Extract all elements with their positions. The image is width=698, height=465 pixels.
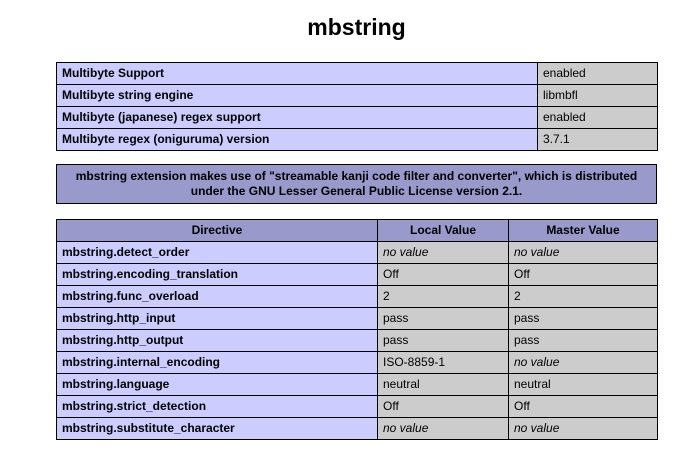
- label-cell: Multibyte string engine: [56, 84, 538, 107]
- value-cell: enabled: [537, 62, 658, 85]
- local-value-cell: no value: [377, 417, 509, 440]
- phpinfo-mbstring-section: mbstring Multibyte Support enabled Multi…: [56, 13, 658, 440]
- local-value-cell: 2: [377, 285, 509, 308]
- directive-name-cell: mbstring.language: [56, 373, 378, 396]
- directive-name-cell: mbstring.strict_detection: [56, 395, 378, 418]
- table-row: mbstring.func_overload 2 2: [56, 285, 658, 308]
- table-row: mbstring.http_output pass pass: [56, 329, 658, 352]
- local-value-cell: ISO-8859-1: [377, 351, 509, 374]
- local-value-cell: Off: [377, 395, 509, 418]
- local-value-cell: Off: [377, 263, 509, 286]
- master-value-cell: Off: [508, 263, 658, 286]
- table-row: Multibyte Support enabled: [56, 62, 658, 85]
- directive-name-cell: mbstring.encoding_translation: [56, 263, 378, 286]
- summary-table: Multibyte Support enabled Multibyte stri…: [56, 62, 658, 151]
- column-header-directive: Directive: [56, 219, 378, 242]
- master-value-cell: no value: [508, 351, 658, 374]
- directive-name-cell: mbstring.func_overload: [56, 285, 378, 308]
- directive-name-cell: mbstring.internal_encoding: [56, 351, 378, 374]
- directive-name-cell: mbstring.http_output: [56, 329, 378, 352]
- table-row: mbstring.language neutral neutral: [56, 373, 658, 396]
- master-value-cell: pass: [508, 307, 658, 330]
- column-header-local-value: Local Value: [377, 219, 509, 242]
- directive-name-cell: mbstring.detect_order: [56, 241, 378, 264]
- table-header-row: Directive Local Value Master Value: [56, 219, 658, 242]
- table-row: mbstring.http_input pass pass: [56, 307, 658, 330]
- value-cell: libmbfl: [537, 84, 658, 107]
- table-row: Multibyte (japanese) regex support enabl…: [56, 106, 658, 129]
- label-cell: Multibyte regex (oniguruma) version: [56, 128, 538, 151]
- directive-name-cell: mbstring.substitute_character: [56, 417, 378, 440]
- master-value-cell: no value: [508, 417, 658, 440]
- table-row: mbstring.substitute_character no value n…: [56, 417, 658, 440]
- directive-name-cell: mbstring.http_input: [56, 307, 378, 330]
- value-cell: enabled: [537, 106, 658, 129]
- local-value-cell: no value: [377, 241, 509, 264]
- license-notice: mbstring extension makes use of "streama…: [56, 164, 657, 204]
- table-row: mbstring.strict_detection Off Off: [56, 395, 658, 418]
- table-row: mbstring.detect_order no value no value: [56, 241, 658, 264]
- label-cell: Multibyte (japanese) regex support: [56, 106, 538, 129]
- local-value-cell: pass: [377, 329, 509, 352]
- label-cell: Multibyte Support: [56, 62, 538, 85]
- value-cell: 3.7.1: [537, 128, 658, 151]
- table-row: mbstring.internal_encoding ISO-8859-1 no…: [56, 351, 658, 374]
- master-value-cell: Off: [508, 395, 658, 418]
- local-value-cell: neutral: [377, 373, 509, 396]
- local-value-cell: pass: [377, 307, 509, 330]
- directives-table: Directive Local Value Master Value mbstr…: [56, 219, 658, 440]
- table-row: Multibyte string engine libmbfl: [56, 84, 658, 107]
- master-value-cell: pass: [508, 329, 658, 352]
- table-row: Multibyte regex (oniguruma) version 3.7.…: [56, 128, 658, 151]
- page-title: mbstring: [307, 14, 406, 40]
- column-header-master-value: Master Value: [508, 219, 658, 242]
- master-value-cell: neutral: [508, 373, 658, 396]
- master-value-cell: no value: [508, 241, 658, 264]
- table-row: mbstring.encoding_translation Off Off: [56, 263, 658, 286]
- master-value-cell: 2: [508, 285, 658, 308]
